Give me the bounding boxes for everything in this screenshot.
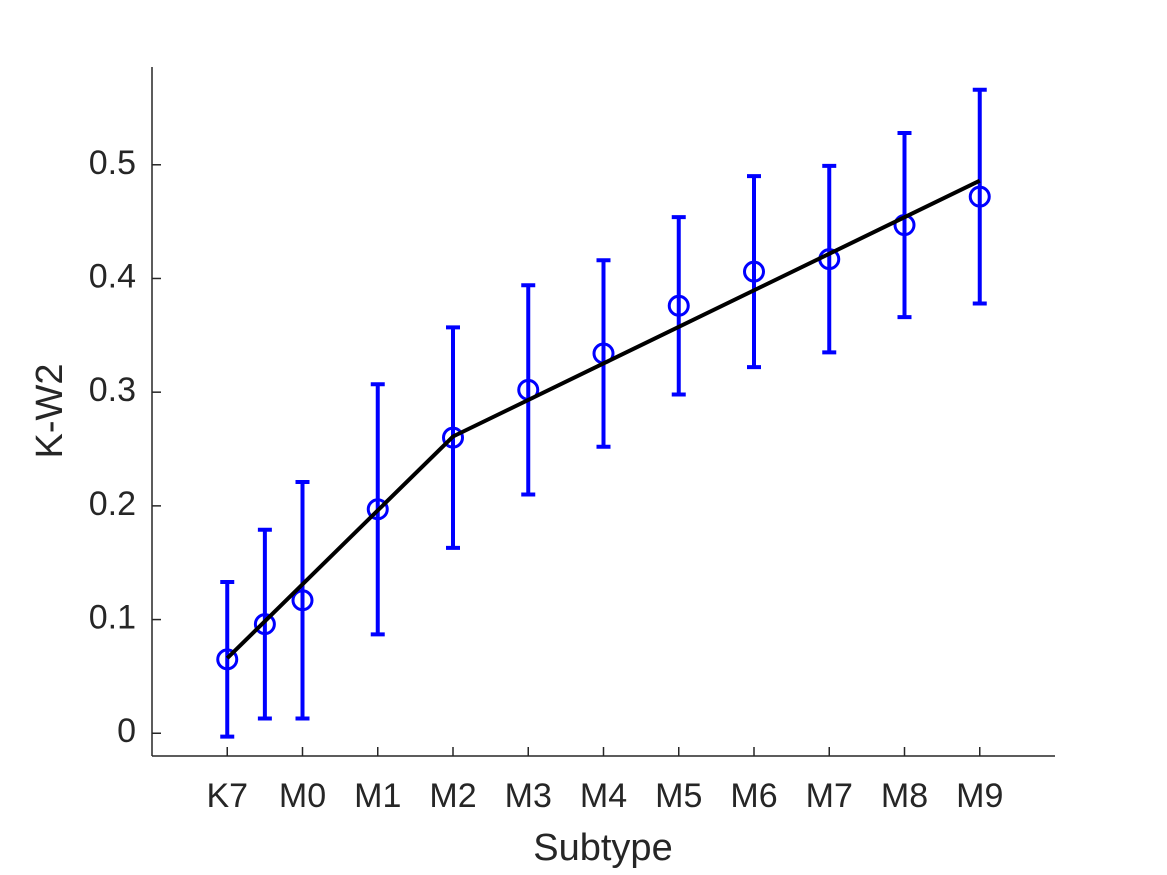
error-bar	[257, 527, 272, 721]
x-tick-label: M7	[806, 777, 853, 815]
marker	[667, 294, 690, 317]
x-tick-label: M2	[429, 777, 476, 815]
error-bar	[295, 479, 310, 721]
fit-line	[225, 178, 981, 660]
x-tick-label: K7	[206, 777, 248, 815]
y-tick-label: 0.4	[89, 257, 136, 295]
x-tick-label: M0	[279, 777, 326, 815]
error-bar	[897, 130, 912, 320]
marker	[968, 185, 991, 208]
x-tick-label: M9	[956, 777, 1003, 815]
y-tick-label: 0.3	[89, 371, 136, 409]
y-tick-label: 0.5	[89, 144, 136, 182]
y-tick-label: 0	[117, 712, 136, 750]
error-bar	[747, 174, 761, 370]
marker	[743, 260, 765, 283]
y-tick-label: 0.1	[89, 599, 136, 637]
x-tick-label: M3	[505, 777, 552, 815]
x-tick-label: M1	[354, 777, 401, 815]
marker	[253, 613, 276, 636]
error-bar	[822, 163, 837, 355]
x-tick-label: M5	[655, 777, 702, 815]
y-tick-label: 0.2	[89, 485, 136, 523]
marker	[216, 648, 239, 671]
marker	[366, 498, 389, 521]
error-bar	[521, 283, 536, 497]
error-bar	[220, 580, 235, 739]
x-tick-label: M4	[580, 777, 627, 815]
x-tick-label: M6	[730, 777, 777, 815]
error-bar	[596, 258, 611, 449]
error-bar	[671, 215, 686, 397]
marker	[291, 589, 314, 612]
y-axis-label: K-W2	[29, 364, 71, 459]
x-axis-label: Subtype	[533, 827, 672, 869]
error-bar	[972, 87, 987, 306]
x-tick-label: M8	[881, 777, 928, 815]
marker	[442, 426, 464, 449]
